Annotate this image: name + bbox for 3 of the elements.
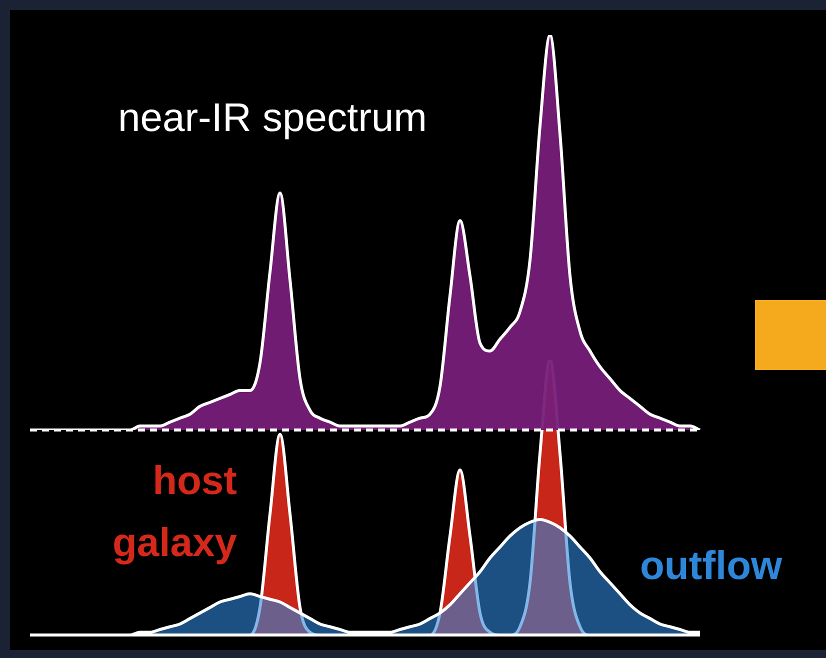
annotation: near-IR spectrum bbox=[118, 96, 427, 140]
series-label: outflow bbox=[640, 544, 784, 588]
series-label: host galaxy bbox=[112, 459, 238, 566]
